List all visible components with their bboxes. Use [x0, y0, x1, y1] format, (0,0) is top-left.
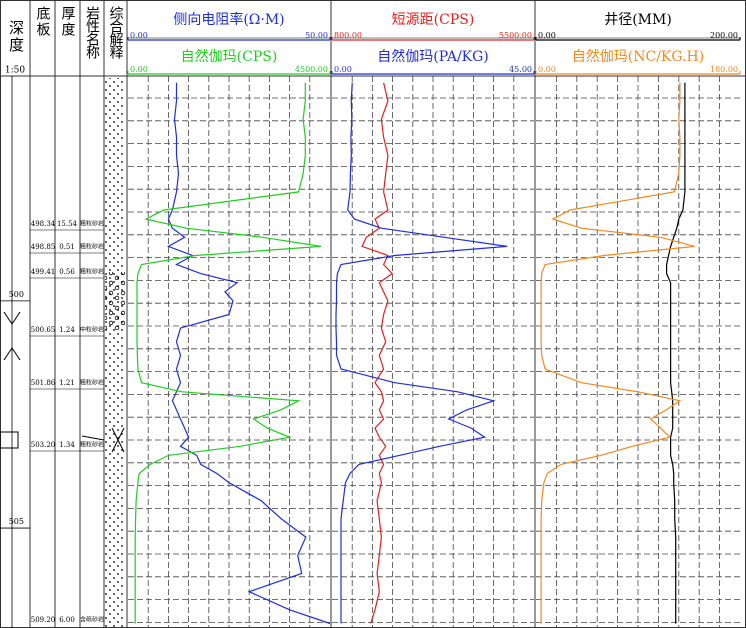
scale-label: 45.00 [509, 65, 532, 74]
column-header: 综合解释 [108, 6, 124, 59]
curve-title: 自然伽玛(CPS) [181, 48, 278, 65]
log-curve [540, 82, 695, 624]
layer-lithology: 粗粒砂岩 [80, 243, 104, 251]
layer-bottom: 500.65 [31, 326, 56, 334]
depth-tick-label: 500 [9, 290, 24, 299]
log-curve [166, 82, 331, 625]
scale-label: 1:50 [5, 66, 25, 76]
scale-label: 0.00 [538, 31, 556, 40]
layer-thickness: 6.00 [59, 616, 75, 624]
layer-lithology: 粗粒砂岩 [80, 220, 104, 228]
scale-label: 0.00 [130, 31, 148, 40]
curve-title: 自然伽玛(PA/KG) [377, 48, 489, 65]
curve-title: 短源距(CPS) [392, 12, 475, 28]
layer-lithology: 粗粒砂岩 [80, 441, 104, 449]
scale-label: 0.00 [334, 65, 352, 74]
layer-thickness: 0.51 [59, 243, 75, 251]
layer-lithology: 中粒砂岩 [80, 326, 104, 334]
layer-lithology: 粗粒砂岩 [80, 379, 104, 387]
curve-title: 侧向电阻率(Ω·M) [173, 11, 284, 28]
curve-title: 自然伽玛(NC/KG.H) [572, 48, 704, 65]
scale-label: 0.00 [130, 65, 148, 74]
scale-label: 4500.00 [295, 65, 328, 74]
layer-thickness: 1.34 [59, 441, 75, 449]
log-curve [361, 82, 394, 624]
curve-title: 井径(MM) [604, 12, 672, 28]
column-header: 底板 [35, 6, 51, 38]
scale-label: 50.00 [305, 31, 328, 40]
layer-thickness: 1.21 [59, 379, 75, 387]
log-curve [134, 82, 322, 624]
depth-header: 深度 [7, 20, 25, 54]
layer-bottom: 503.20 [31, 441, 56, 449]
layer-bottom: 509.20 [31, 616, 56, 624]
layer-lithology: 粗粒砂岩 [80, 268, 104, 276]
scale-label: 800.00 [334, 31, 362, 40]
layer-thickness: 1.24 [59, 326, 75, 334]
log-curve [666, 82, 686, 624]
layer-thickness: 0.56 [59, 268, 75, 276]
layer-thickness: 15.54 [57, 220, 78, 228]
scale-label: 180.00 [710, 65, 738, 74]
column-header: 岩性名称 [84, 6, 100, 60]
layer-bottom: 498.34 [31, 220, 56, 228]
layer-bottom: 501.86 [31, 379, 56, 387]
layer-bottom: 499.41 [31, 268, 56, 276]
layer-bottom: 498.85 [31, 243, 56, 251]
scale-label: 5500.00 [499, 31, 532, 40]
layer-lithology: 含砾砂岩 [80, 616, 104, 624]
log-curve [335, 82, 508, 624]
depth-tick-label: 505 [9, 517, 24, 526]
column-header: 厚度 [60, 6, 76, 38]
scale-label: 200.00 [710, 31, 738, 40]
scale-label: 0.00 [538, 65, 556, 74]
